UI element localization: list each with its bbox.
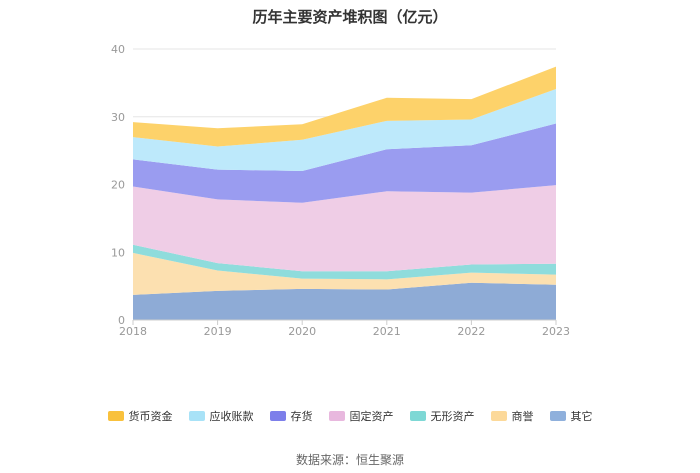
- area-series: [133, 282, 556, 320]
- legend-swatch-other: [549, 411, 566, 421]
- legend-swatch-intangible-assets: [409, 411, 426, 421]
- area-series: [133, 244, 556, 280]
- legend-label-inventory: 存货: [290, 410, 313, 423]
- x-tick-label: 2021: [373, 325, 401, 338]
- area-series: [133, 185, 556, 272]
- x-tick-label: 2022: [457, 325, 485, 338]
- legend: 货币资金 应收账款 存货 固定资产 无形资产 商誉 其它: [0, 408, 700, 424]
- chart-title: 历年主要资产堆积图（亿元）: [252, 8, 448, 26]
- legend-item-receivables[interactable]: 应收账款: [188, 408, 254, 424]
- legend-swatch-goodwill: [490, 411, 507, 421]
- legend-item-goodwill[interactable]: 商誉: [490, 408, 534, 424]
- legend-item-inventory[interactable]: 存货: [269, 408, 313, 424]
- data-source: 数据来源：恒生聚源: [295, 453, 404, 467]
- legend-swatch-inventory: [269, 411, 286, 421]
- x-tick-label: 2023: [542, 325, 570, 338]
- legend-item-intangible-assets[interactable]: 无形资产: [409, 408, 475, 424]
- legend-label-intangible-assets: 无形资产: [430, 410, 475, 423]
- legend-swatch-fixed-assets: [328, 411, 345, 421]
- legend-item-other[interactable]: 其它: [549, 408, 593, 424]
- legend-item-cash[interactable]: 货币资金: [107, 408, 173, 424]
- y-tick-label: 40: [111, 43, 125, 56]
- y-tick-label: 0: [118, 314, 125, 327]
- y-tick-label: 10: [111, 246, 125, 259]
- area-series: [133, 66, 556, 147]
- y-tick-label: 30: [111, 111, 125, 124]
- legend-label-cash: 货币资金: [128, 410, 173, 423]
- area-series: [133, 252, 556, 295]
- x-tick-label: 2018: [119, 325, 147, 338]
- legend-item-fixed-assets[interactable]: 固定资产: [328, 408, 394, 424]
- legend-swatch-receivables: [188, 411, 205, 421]
- legend-label-other: 其它: [570, 410, 593, 423]
- legend-label-receivables: 应收账款: [209, 410, 254, 423]
- area-series: [133, 88, 556, 171]
- legend-swatch-cash: [107, 411, 124, 421]
- area-series: [133, 123, 556, 203]
- legend-label-goodwill: 商誉: [511, 410, 534, 423]
- x-tick-label: 2020: [288, 325, 316, 338]
- y-tick-label: 20: [111, 179, 125, 192]
- x-tick-label: 2019: [204, 325, 232, 338]
- legend-label-fixed-assets: 固定资产: [349, 410, 394, 423]
